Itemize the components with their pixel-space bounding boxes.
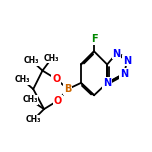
Text: F: F (91, 34, 97, 44)
Text: CH₃: CH₃ (15, 75, 30, 84)
Text: CH₃: CH₃ (22, 95, 38, 104)
Text: CH₃: CH₃ (44, 54, 59, 63)
Text: N: N (123, 56, 131, 66)
Text: N: N (112, 49, 121, 59)
Text: B: B (64, 84, 72, 94)
Text: N: N (120, 69, 128, 79)
Text: CH₃: CH₃ (24, 56, 40, 65)
Text: CH₃: CH₃ (26, 115, 41, 124)
Text: O: O (52, 74, 60, 84)
Text: N: N (103, 78, 111, 88)
Text: O: O (54, 96, 62, 106)
